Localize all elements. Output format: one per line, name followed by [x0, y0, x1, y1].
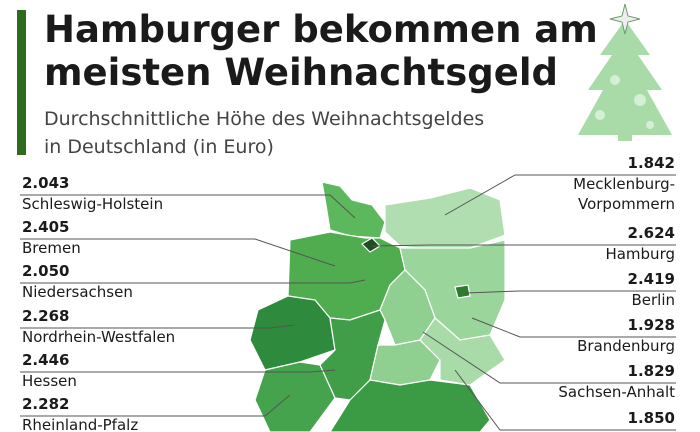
region-value: 2.446	[22, 351, 69, 369]
leader-line	[20, 279, 366, 284]
region-value: 2.624	[628, 224, 675, 242]
region-value: 1.850	[628, 409, 675, 427]
region-name: Bremen	[22, 239, 81, 257]
region-value: 1.842	[628, 154, 675, 172]
leader-line	[20, 394, 291, 417]
leader-line	[471, 317, 676, 338]
title-bar	[17, 10, 26, 155]
tree	[578, 3, 672, 141]
region-name: Rheinland-Pfalz	[22, 416, 138, 432]
leader-line	[454, 369, 676, 431]
title: Hamburger bekommen am	[44, 8, 598, 51]
region-name: Vorpommern	[578, 195, 675, 213]
region-value: 2.419	[628, 270, 675, 288]
subtitle: in Deutschland (in Euro)	[44, 136, 274, 158]
region-name: Mecklenburg-	[573, 175, 675, 193]
region-value: 1.829	[628, 362, 675, 380]
leader-line	[444, 174, 676, 216]
region-value: 2.050	[22, 262, 69, 280]
leader-lines	[20, 174, 676, 431]
leader-line	[20, 238, 336, 267]
region-value: 2.282	[22, 395, 69, 413]
region-name: Sachsen-Anhalt	[558, 383, 675, 401]
region-name: Berlin	[631, 291, 675, 309]
region-name: Hamburg	[605, 245, 675, 263]
region-value: 1.928	[628, 316, 675, 334]
leader-line	[20, 324, 296, 329]
leader-line	[20, 369, 336, 373]
title: meisten Weihnachtsgeld	[44, 51, 558, 94]
leader-line	[464, 290, 676, 294]
leader-line	[422, 331, 676, 384]
region-value: 2.405	[22, 218, 69, 236]
leader-line	[371, 244, 676, 247]
region-name: Hessen	[22, 372, 77, 390]
map	[249, 181, 506, 432]
region-value: 2.268	[22, 307, 69, 325]
leader-line	[20, 194, 356, 219]
subtitle: Durchschnittliche Höhe des Weihnachtsgel…	[44, 108, 484, 130]
region-name: Brandenburg	[577, 337, 675, 355]
region-value: 2.043	[22, 174, 69, 192]
region-name: Schleswig-Holstein	[22, 195, 163, 213]
region-name: Niedersachsen	[22, 283, 133, 301]
region-name: Nordrhein-Westfalen	[22, 328, 175, 346]
